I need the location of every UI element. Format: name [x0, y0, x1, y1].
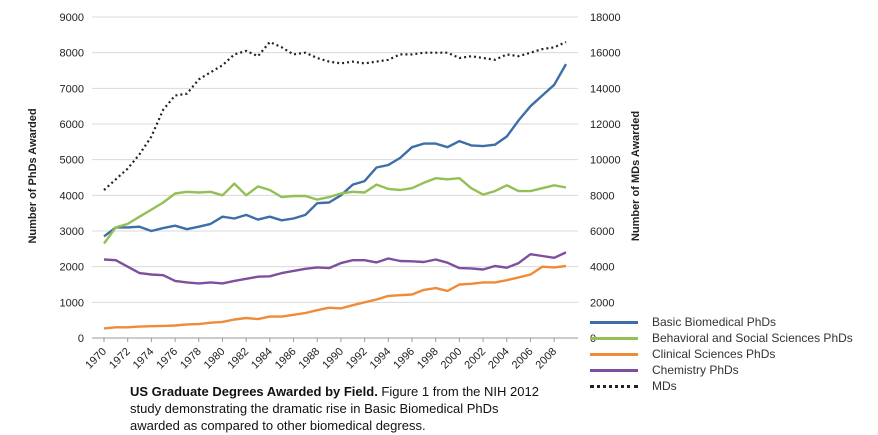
x-axis-ticks: 1970197219741976197819801982198419861988…	[83, 338, 559, 371]
figure-caption: US Graduate Degrees Awarded by Field. Fi…	[130, 383, 550, 434]
series-line-0	[103, 63, 568, 238]
y-left-tick-label: 9000	[60, 12, 84, 24]
y-left-tick-label: 4000	[60, 190, 84, 202]
x-tick-label: 1984	[249, 346, 275, 372]
x-tick-label: 1970	[83, 346, 109, 372]
legend-item: Chemistry PhDs	[590, 362, 853, 378]
y-right-tick-label: 16000	[590, 48, 621, 60]
y-right-tick-label: 10000	[590, 155, 621, 167]
x-tick-label: 2000	[439, 346, 465, 372]
series-line-2	[103, 264, 567, 330]
x-tick-label: 1986	[273, 346, 299, 372]
legend-swatch	[590, 352, 638, 356]
series-line-3	[103, 251, 567, 285]
x-tick-label: 1974	[131, 346, 157, 372]
x-tick-label: 1980	[202, 346, 228, 372]
x-tick-label: 1990	[320, 346, 346, 372]
x-tick-label: 2002	[462, 346, 488, 372]
legend-swatch	[590, 368, 638, 372]
x-tick-label: 1998	[415, 346, 441, 372]
caption-title: US Graduate Degrees Awarded by Field.	[130, 384, 378, 399]
y-axis-left-ticks: 0 1000 2000 3000 4000 5000 6000 7000 8000 9000	[60, 12, 84, 345]
y-left-tick-label: 5000	[60, 155, 84, 167]
x-tick-label: 1982	[225, 346, 251, 372]
x-tick-label: 1996	[391, 346, 417, 372]
y-right-tick-label: 18000	[590, 12, 621, 24]
x-tick-label: 1994	[368, 346, 394, 372]
legend-label: MDs	[652, 379, 677, 393]
x-tick-label: 1988	[297, 346, 323, 372]
legend-item: Behavioral and Social Sciences PhDs	[590, 330, 853, 346]
legend-label: Basic Biomedical PhDs	[652, 315, 777, 329]
legend-item: Basic Biomedical PhDs	[590, 314, 853, 330]
legend: Basic Biomedical PhDs Behavioral and Soci…	[590, 314, 853, 394]
x-tick-label: 2006	[510, 346, 536, 372]
y-left-tick-label: 1000	[60, 297, 84, 309]
series-line-1	[103, 176, 567, 245]
y-right-tick-label: 12000	[590, 119, 621, 131]
y-axis-left-title: Number of PhDs Awarded	[27, 108, 39, 243]
gridlines	[92, 16, 578, 339]
x-tick-label: 2008	[533, 346, 559, 372]
series-line-4	[103, 40, 567, 191]
y-left-tick-label: 7000	[60, 83, 84, 95]
y-right-tick-label: 14000	[590, 83, 621, 95]
y-axis-right-ticks: 0200040006000800010000120001400016000180…	[590, 12, 621, 345]
legend-swatch	[590, 384, 638, 388]
legend-label: Chemistry PhDs	[652, 363, 739, 377]
y-axis-right-title: Number of MDs Awarded	[630, 111, 642, 241]
series-lines	[103, 40, 568, 330]
y-right-tick-label: 6000	[590, 226, 614, 238]
y-left-tick-label: 8000	[60, 48, 84, 60]
caption-text: Figure 1 from the NIH 2012 study demonst…	[130, 384, 539, 433]
y-left-tick-label: 2000	[60, 262, 84, 274]
y-left-tick-label: 0	[78, 333, 84, 345]
y-left-tick-label: 3000	[60, 226, 84, 238]
legend-item: MDs	[590, 378, 853, 394]
x-tick-label: 1992	[344, 346, 370, 372]
y-left-tick-label: 6000	[60, 119, 84, 131]
x-tick-label: 2004	[486, 346, 512, 372]
legend-swatch	[590, 336, 638, 340]
x-tick-label: 1972	[107, 346, 133, 372]
y-right-tick-label: 8000	[590, 190, 614, 202]
legend-label: Behavioral and Social Sciences PhDs	[652, 331, 853, 345]
y-right-tick-label: 2000	[590, 297, 614, 309]
legend-label: Clinical Sciences PhDs	[652, 347, 776, 361]
x-tick-label: 1978	[178, 346, 204, 372]
y-right-tick-label: 4000	[590, 262, 614, 274]
legend-item: Clinical Sciences PhDs	[590, 346, 853, 362]
legend-swatch	[590, 320, 638, 324]
x-tick-label: 1976	[154, 346, 180, 372]
